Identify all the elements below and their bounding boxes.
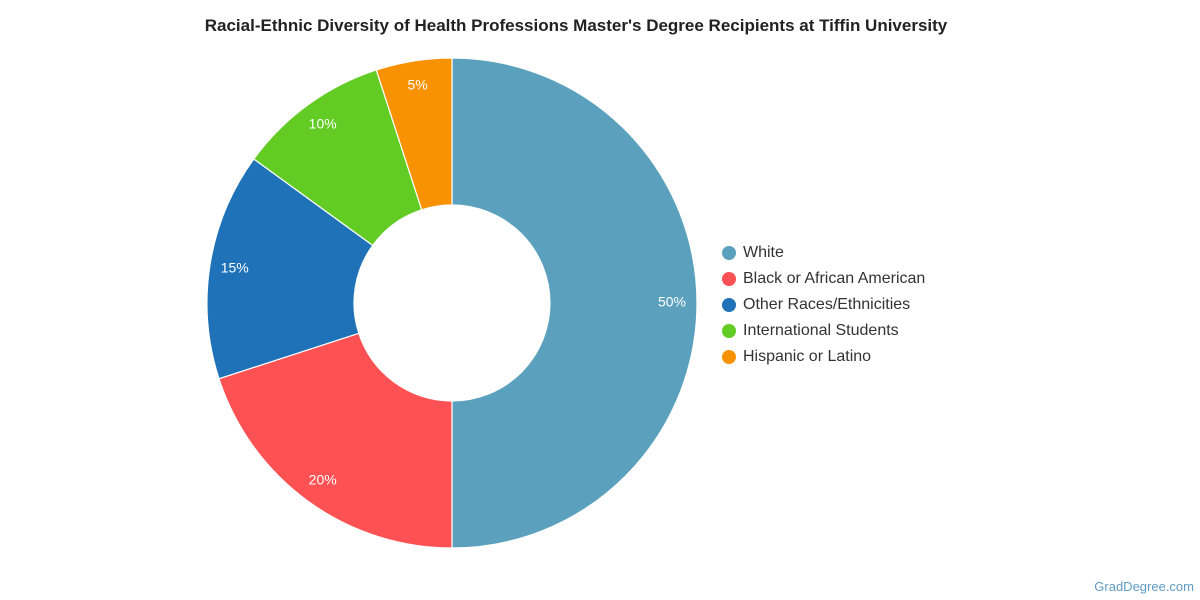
legend-swatch-black-or-african-american (722, 272, 736, 286)
legend-item-black-or-african-american[interactable]: Black or African American (722, 266, 925, 292)
slice-label-other-races-ethnicities: 15% (221, 259, 249, 275)
legend: White Black or African American Other Race… (722, 240, 925, 370)
source-credit[interactable]: GradDegree.com (1094, 579, 1194, 594)
slice-labels-group: 50% 20% 15% 10% 5% (221, 76, 686, 487)
legend-swatch-international-students (722, 324, 736, 338)
slices-group (206, 57, 698, 549)
legend-label-white: White (743, 244, 784, 261)
legend-swatch-other-races-ethnicities (722, 298, 736, 312)
legend-item-hispanic-or-latino[interactable]: Hispanic or Latino (722, 344, 925, 370)
legend-label-black-or-african-american: Black or African American (743, 270, 926, 287)
legend-label-hispanic-or-latino: Hispanic or Latino (743, 348, 872, 365)
legend-swatch-white (722, 246, 736, 260)
slice-white[interactable] (451, 57, 698, 549)
slice-other-races-ethnicities[interactable] (206, 158, 374, 380)
slice-label-white: 50% (658, 294, 686, 310)
slice-hispanic-or-latino[interactable] (375, 57, 453, 211)
legend-item-white[interactable]: White (722, 240, 925, 266)
legend-item-international-students[interactable]: International Students (722, 318, 925, 344)
legend-swatch-hispanic-or-latino (722, 350, 736, 364)
legend-label-other-races-ethnicities: Other Races/Ethnicities (743, 296, 911, 313)
slice-label-hispanic-or-latino: 5% (407, 76, 427, 92)
legend-label-international-students: International Students (743, 322, 899, 339)
slice-label-black-or-african-american: 20% (309, 472, 337, 488)
slice-black-or-african-american[interactable] (218, 332, 453, 549)
legend-item-other-races-ethnicities[interactable]: Other Races/Ethnicities (722, 292, 925, 318)
slice-label-international-students: 10% (309, 116, 337, 132)
chart-title: Racial-Ethnic Diversity of Health Profes… (204, 16, 948, 35)
